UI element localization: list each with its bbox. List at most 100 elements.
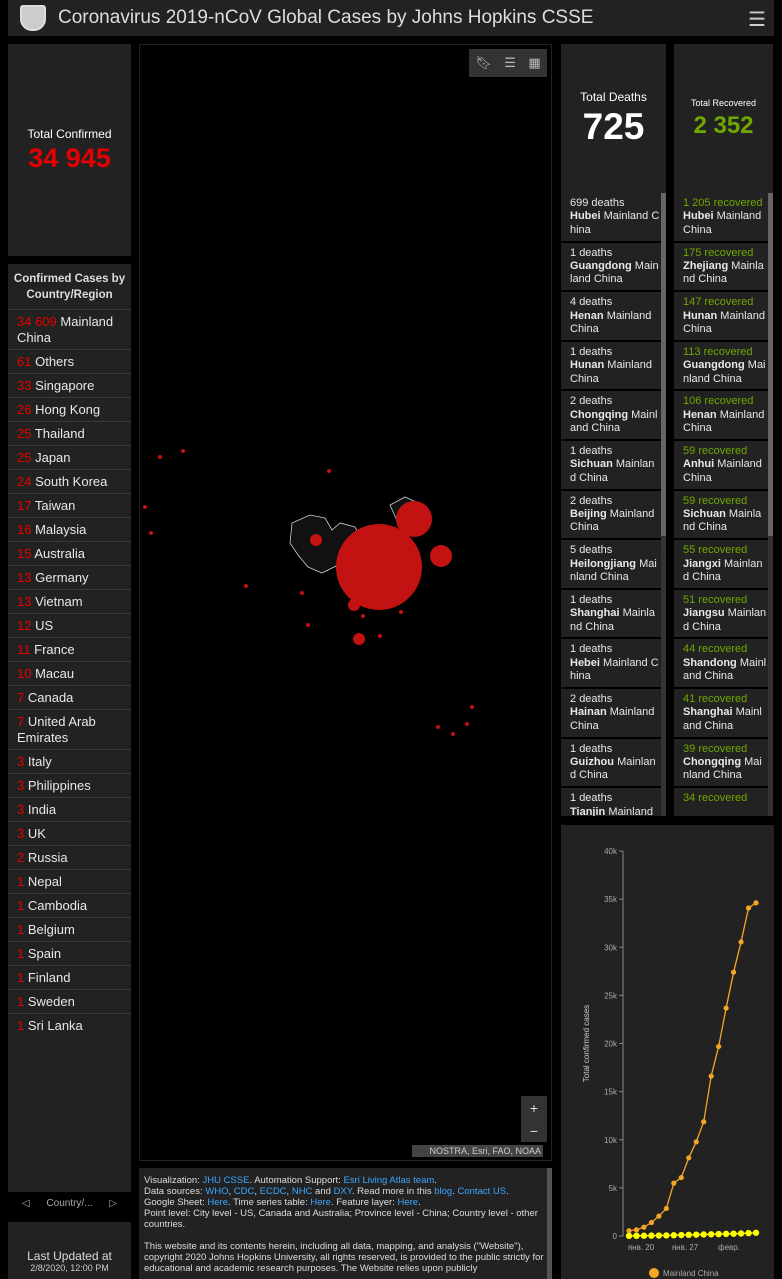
region-bubble[interactable] <box>306 623 310 627</box>
region-bubble[interactable] <box>470 705 474 709</box>
esri-team-link[interactable]: Esri Living Atlas team <box>343 1175 435 1186</box>
series-point-1[interactable] <box>640 1232 648 1239</box>
series-point-0[interactable] <box>678 1174 684 1181</box>
region-bubble[interactable] <box>361 614 365 618</box>
legend-list-icon[interactable]: ☰ <box>504 55 516 70</box>
series-point-1[interactable] <box>663 1232 670 1239</box>
region-bubble[interactable] <box>244 584 248 588</box>
recovered-scrollbar[interactable] <box>768 193 773 816</box>
recovered-list-item[interactable]: 1 205 recovered Hubei Mainland China <box>674 193 773 241</box>
country-list-item[interactable]: 25 Thailand <box>8 421 131 445</box>
pager-next-icon[interactable]: ▷ <box>109 1197 117 1209</box>
country-list-item[interactable]: 17 Taiwan <box>8 493 131 517</box>
country-list-item[interactable]: 13 Germany <box>8 565 131 589</box>
deaths-list-item[interactable]: 1 deaths Shanghai Mainland China <box>561 589 666 638</box>
country-list-item[interactable]: 1 Spain <box>8 941 131 965</box>
series-point-1[interactable] <box>633 1232 640 1240</box>
country-list-item[interactable]: 34 609 Mainland China <box>8 309 131 349</box>
map-view[interactable]: 🔖︎ ☰ ▦ + − NOSTRA, Esri, FAO, NOAA <box>139 44 552 1161</box>
recovered-list-item[interactable]: 59 recovered Anhui Mainland China <box>674 440 773 489</box>
country-list-item[interactable]: 12 US <box>8 613 131 637</box>
contact-link[interactable]: Contact US <box>457 1186 507 1197</box>
region-bubble[interactable] <box>465 722 469 726</box>
series-point-0[interactable] <box>656 1213 662 1219</box>
deaths-list-item[interactable]: 2 deaths Chongqing Mainland China <box>561 391 666 439</box>
series-point-1[interactable] <box>678 1231 685 1239</box>
series-point-0[interactable] <box>693 1139 699 1145</box>
country-list-item[interactable]: 3 India <box>8 797 131 821</box>
series-point-0[interactable] <box>633 1227 640 1233</box>
country-list-item[interactable]: 61 Others <box>8 349 131 373</box>
region-bubble[interactable] <box>378 634 382 638</box>
series-point-1[interactable] <box>715 1230 722 1238</box>
deaths-list-item[interactable]: 5 deaths Heilongjiang Mainland China <box>561 540 666 588</box>
deaths-scroll-thumb[interactable] <box>661 193 666 536</box>
deaths-list-item[interactable]: 1 deaths Guangdong Mainland China <box>561 242 666 291</box>
region-bubble[interactable] <box>158 455 162 459</box>
series-point-1[interactable] <box>722 1230 730 1238</box>
country-list-item[interactable]: 15 Australia <box>8 541 131 565</box>
series-point-1[interactable] <box>693 1231 700 1238</box>
series-point-1[interactable] <box>655 1232 663 1239</box>
country-list-item[interactable]: 1 Finland <box>8 965 131 989</box>
deaths-list-item[interactable]: 699 deaths Hubei Mainland China <box>561 193 666 241</box>
series-point-0[interactable] <box>730 969 737 975</box>
country-list-item[interactable]: 33 Singapore <box>8 373 131 397</box>
deaths-list-item[interactable]: 1 deaths Guizhou Mainland China <box>561 738 666 787</box>
hubei-bubble[interactable] <box>336 524 422 610</box>
recovered-list-item[interactable]: 44 recovered Shandong Mainland China <box>674 639 773 687</box>
series-point-0[interactable] <box>745 905 752 911</box>
country-list-item[interactable]: 3 UK <box>8 821 131 845</box>
region-bubble[interactable] <box>348 599 360 611</box>
feature-layer-link[interactable]: Here <box>397 1197 419 1208</box>
deaths-list-item[interactable]: 1 deaths Sichuan Mainland China <box>561 440 666 489</box>
country-list-item[interactable]: 26 Hong Kong <box>8 397 131 421</box>
region-bubble[interactable] <box>310 534 322 546</box>
region-bubble[interactable] <box>327 469 331 473</box>
recovered-list-item[interactable]: 51 recovered Jiangsu Mainland China <box>674 589 773 638</box>
series-point-0[interactable] <box>708 1073 714 1079</box>
region-bubble[interactable] <box>436 725 440 729</box>
region-bubble[interactable] <box>451 732 455 736</box>
blog-link[interactable]: blog <box>434 1186 453 1197</box>
deaths-list-item[interactable]: 2 deaths Beijing Mainland China <box>561 490 666 539</box>
country-list-item[interactable]: 13 Vietnam <box>8 589 131 613</box>
series-point-1[interactable] <box>670 1232 678 1239</box>
country-list-item[interactable]: 7 Canada <box>8 685 131 709</box>
who-link[interactable]: WHO <box>205 1186 229 1197</box>
country-list-item[interactable]: 3 Italy <box>8 749 131 773</box>
country-list-item[interactable]: 7 United Arab Emirates <box>8 709 131 749</box>
country-list-item[interactable]: 1 Sweden <box>8 989 131 1013</box>
jhu-csse-link[interactable]: JHU CSSE <box>202 1175 250 1186</box>
country-list-item[interactable]: 1 Nepal <box>8 869 131 893</box>
series-point-0[interactable] <box>663 1205 669 1212</box>
series-point-0[interactable] <box>626 1228 632 1234</box>
region-bubble[interactable] <box>181 449 185 453</box>
region-bubble[interactable] <box>149 531 153 535</box>
pager-prev-icon[interactable]: ◁ <box>22 1197 30 1209</box>
series-point-1[interactable] <box>700 1231 707 1238</box>
series-point-0[interactable] <box>701 1119 707 1125</box>
series-point-0[interactable] <box>671 1180 677 1186</box>
country-list-item[interactable]: 1 Cambodia <box>8 893 131 917</box>
region-bubble[interactable] <box>300 591 304 595</box>
series-point-0[interactable] <box>738 939 744 945</box>
info-scrollbar[interactable] <box>547 1168 552 1279</box>
recovered-list-item[interactable]: 113 recovered Guangdong Mainland China <box>674 341 773 390</box>
country-list-item[interactable]: 10 Macau <box>8 661 131 685</box>
recovered-scroll-thumb[interactable] <box>768 193 773 536</box>
zhejiang-bubble[interactable] <box>396 501 432 537</box>
deaths-scrollbar[interactable] <box>661 193 666 816</box>
region-bubble[interactable] <box>143 505 147 509</box>
series-point-0[interactable] <box>716 1043 722 1050</box>
country-list-item[interactable]: 1 Belgium <box>8 917 131 941</box>
series-point-1[interactable] <box>737 1230 745 1237</box>
series-point-1[interactable] <box>752 1229 760 1236</box>
bookmark-icon[interactable]: 🔖︎ <box>475 55 492 70</box>
region-bubble[interactable] <box>353 633 365 645</box>
recovered-list-item[interactable]: 106 recovered Henan Mainland China <box>674 391 773 439</box>
series-point-0[interactable] <box>753 900 759 906</box>
deaths-list-item[interactable]: 1 deaths Hunan Mainland China <box>561 341 666 390</box>
country-list-item[interactable]: 11 France <box>8 637 131 661</box>
